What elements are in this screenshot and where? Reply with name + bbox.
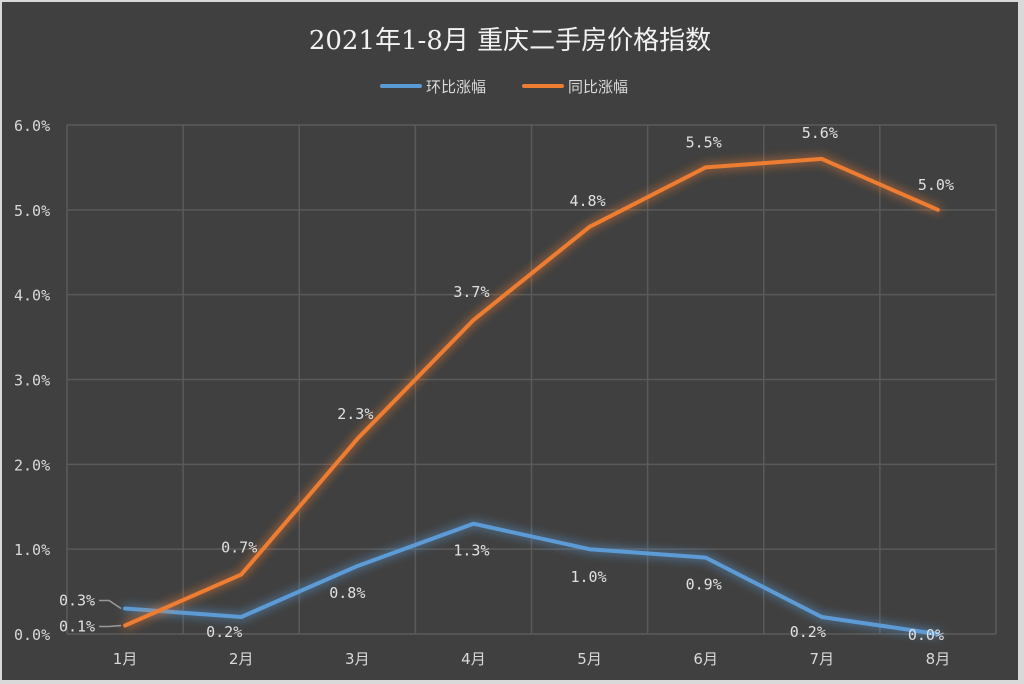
chart-title: 2021年1-8月 重庆二手房价格指数 — [309, 26, 711, 56]
data-labels: 0.3% 0.2% 0.8% 1.3% 1.0% 0.9% 0.2% 0.0% 0.1% 0.7%… — [59, 124, 954, 644]
data-label: 0.1% — [59, 618, 95, 636]
y-tick-label: 3.0% — [14, 372, 50, 390]
series-line-yoy[interactable] — [123, 156, 940, 628]
data-label: 5.5% — [686, 133, 722, 151]
data-label: 1.0% — [571, 568, 607, 586]
data-label: 0.2% — [206, 623, 242, 641]
x-axis: 1月 2月 3月 4月 5月 6月 7月 8月 — [113, 650, 950, 668]
x-category-label: 7月 — [810, 650, 835, 668]
x-category-label: 5月 — [577, 650, 602, 668]
y-axis: 0.0% 1.0% 2.0% 3.0% 4.0% 5.0% 6.0% — [14, 117, 50, 644]
y-tick-label: 6.0% — [14, 117, 50, 135]
x-category-label: 1月 — [113, 650, 138, 668]
x-category-label: 4月 — [461, 650, 486, 668]
series-lines — [123, 156, 940, 636]
leader-line — [99, 624, 122, 628]
data-label: 2.3% — [337, 405, 373, 423]
data-label: 0.8% — [329, 584, 365, 602]
series-line-mom[interactable] — [123, 521, 940, 636]
y-tick-label: 1.0% — [14, 541, 50, 559]
y-tick-label: 2.0% — [14, 456, 50, 474]
data-label: 0.0% — [908, 626, 944, 644]
data-label: 5.6% — [802, 124, 838, 142]
data-label: 0.3% — [59, 592, 95, 610]
data-label: 0.7% — [221, 539, 257, 557]
leader-line — [99, 599, 122, 610]
y-tick-label: 0.0% — [14, 626, 50, 644]
data-label: 4.8% — [570, 192, 606, 210]
legend-item-yoy[interactable]: 同比涨幅 — [522, 78, 628, 96]
y-tick-label: 5.0% — [14, 202, 50, 220]
data-label: 5.0% — [918, 176, 954, 194]
legend-item-mom[interactable]: 环比涨幅 — [380, 78, 486, 96]
y-tick-label: 4.0% — [14, 287, 50, 305]
x-category-label: 2月 — [229, 650, 254, 668]
legend-label-yoy: 同比涨幅 — [568, 78, 628, 96]
data-label: 0.2% — [790, 623, 826, 641]
x-category-label: 8月 — [926, 650, 951, 668]
data-label: 1.3% — [453, 542, 489, 560]
data-label: 3.7% — [453, 283, 489, 301]
legend: 环比涨幅 同比涨幅 — [380, 78, 628, 96]
x-category-label: 3月 — [345, 650, 370, 668]
data-label: 0.9% — [686, 576, 722, 594]
x-category-label: 6月 — [693, 650, 718, 668]
legend-label-mom: 环比涨幅 — [426, 78, 486, 96]
plot-grid — [66, 124, 997, 635]
